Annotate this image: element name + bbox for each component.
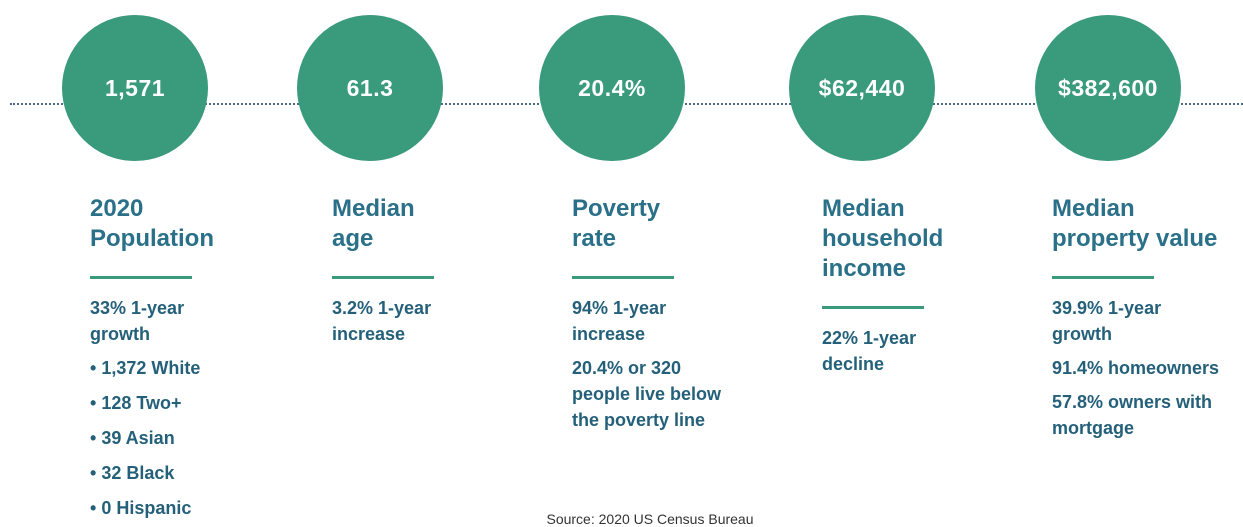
- underline: [1052, 276, 1154, 279]
- stat-note: 22% 1-year decline: [822, 328, 917, 374]
- title-line: Poverty: [572, 195, 661, 222]
- stat-note: 33% 1-year growth: [90, 298, 185, 344]
- stat-column: Median age 3.2% 1-year increase: [332, 194, 482, 355]
- stat-note: 20.4% or 320 people live below the pover…: [572, 358, 722, 430]
- stat-note: 39.9% 1-year growth: [1052, 298, 1162, 344]
- stat-circle: $382,600: [1035, 15, 1181, 161]
- underline: [332, 276, 434, 279]
- stat-circle: $62,440: [789, 15, 935, 161]
- title-line: income: [822, 255, 907, 282]
- title-line: household: [822, 225, 944, 252]
- stat-bullet: 128 Two+: [90, 390, 240, 416]
- stat-bullet: 32 Black: [90, 460, 240, 486]
- source: Source: 2020 US Census Bureau: [546, 511, 754, 527]
- stat-title: 2020 Population: [90, 194, 240, 254]
- stat-circle: 1,571: [62, 15, 208, 161]
- stat-bullet: 39 Asian: [90, 425, 240, 451]
- title-line: Median: [822, 195, 905, 222]
- title-line: 2020: [90, 195, 144, 222]
- underline: [822, 306, 924, 309]
- underline: [90, 276, 192, 279]
- stat-column: 2020 Population 33% 1-year growth 1,372 Whi…: [90, 194, 240, 527]
- stat-note: 91.4% homeowners: [1052, 358, 1220, 378]
- stat-bullet: 0 Hispanic: [90, 495, 240, 521]
- stat-title: Median age: [332, 194, 482, 254]
- stat-note: 3.2% 1-year increase: [332, 298, 432, 344]
- title-line: property value: [1052, 225, 1218, 252]
- stat-note: 57.8% owners with mortgage: [1052, 392, 1213, 438]
- stat-bullet: 1,372 White: [90, 355, 240, 381]
- stat-column: Poverty rate 94% 1-year increase 20.4% or 3…: [572, 194, 722, 441]
- title-line: Median: [332, 195, 415, 222]
- stat-column: Median household income 22% 1-year decline: [822, 194, 972, 385]
- title-line: Median: [1052, 195, 1135, 222]
- stat-circle: 61.3: [297, 15, 443, 161]
- stat-title: Median property value: [1052, 194, 1222, 254]
- title-line: rate: [572, 225, 617, 252]
- title-line: age: [332, 225, 374, 252]
- stat-column: Median property value 39.9% 1-year growth 9…: [1052, 194, 1222, 449]
- stat-note: 94% 1-year increase: [572, 298, 667, 344]
- stat-title: Median household income: [822, 194, 972, 284]
- title-line: Population: [90, 225, 214, 252]
- underline: [572, 276, 674, 279]
- stat-title: Poverty rate: [572, 194, 722, 254]
- stat-circle: 20.4%: [539, 15, 685, 161]
